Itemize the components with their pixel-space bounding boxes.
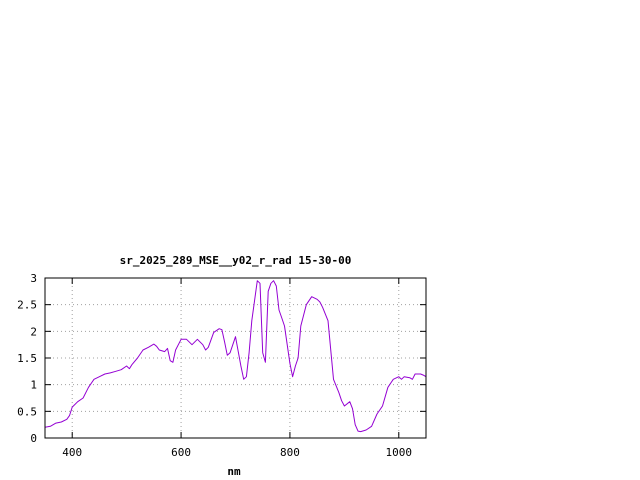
axis-ticks <box>45 277 426 439</box>
x-tick-label: 600 <box>171 446 191 459</box>
y-tick-label: 0.5 <box>17 405 37 418</box>
grid-lines <box>45 278 426 438</box>
y-tick-label: 3 <box>30 272 37 285</box>
x-tick-label: 1000 <box>386 446 413 459</box>
x-tick-label: 400 <box>62 446 82 459</box>
plot-frame <box>44 277 427 439</box>
x-axis-label: nm <box>227 465 241 478</box>
series-line <box>44 280 427 433</box>
x-tick-label: 800 <box>280 446 300 459</box>
x-tick-labels: 400 600 800 1000 <box>62 446 412 459</box>
y-tick-labels: 0 0.5 1 1.5 2 2.5 3 <box>17 272 37 445</box>
y-tick-label: 2 <box>30 325 37 338</box>
series-group <box>44 280 427 433</box>
y-tick-label: 0 <box>30 432 37 445</box>
y-tick-label: 1.5 <box>17 352 37 365</box>
y-tick-label: 1 <box>30 379 37 392</box>
chart-title: sr_2025_289_MSE__y02_r_rad 15-30-00 <box>120 254 352 267</box>
y-tick-label: 2.5 <box>17 299 37 312</box>
